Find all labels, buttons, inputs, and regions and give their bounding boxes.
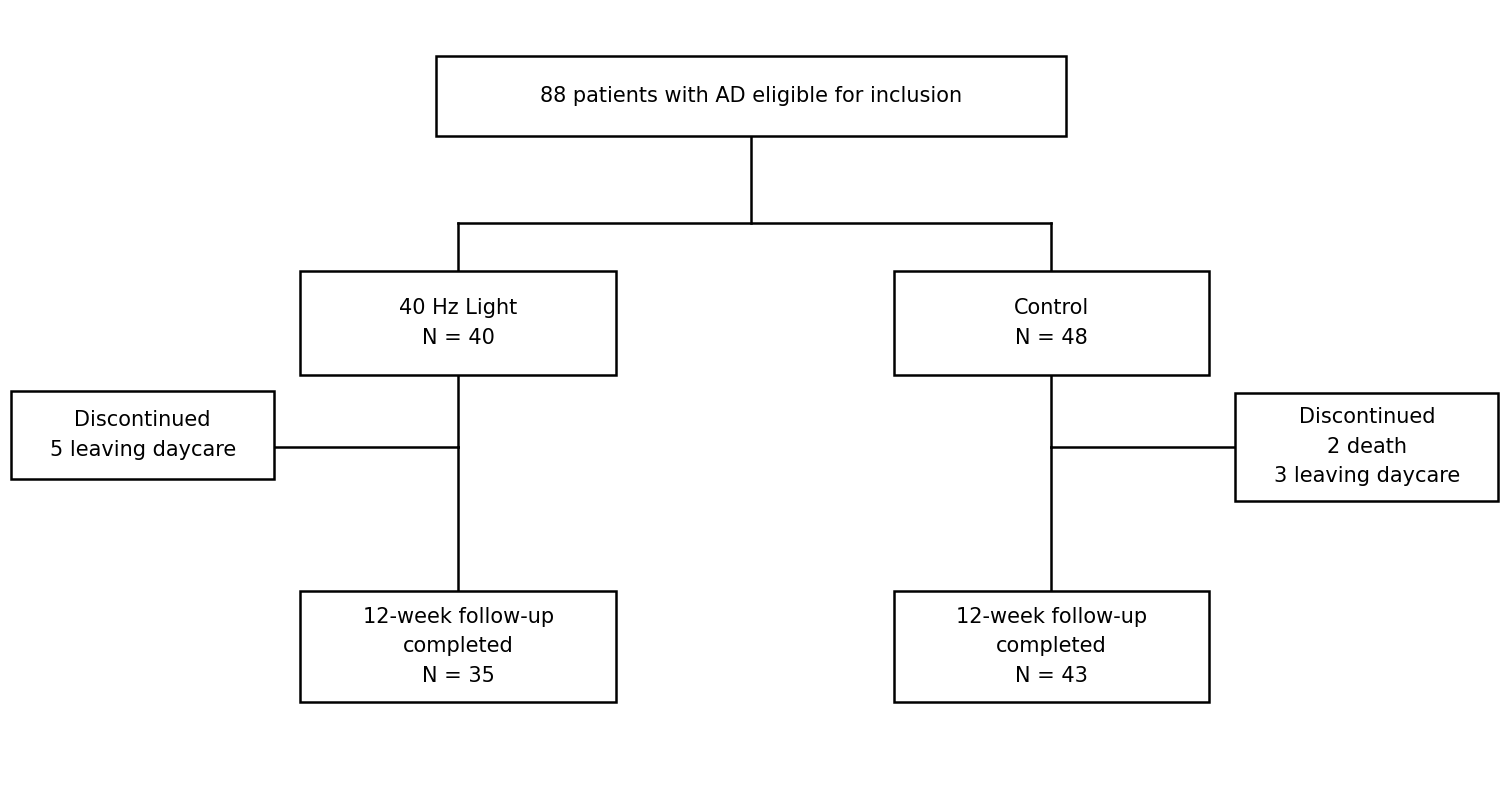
Text: 40 Hz Light
N = 40: 40 Hz Light N = 40 <box>400 298 517 348</box>
FancyBboxPatch shape <box>894 271 1209 375</box>
Text: Discontinued
5 leaving daycare: Discontinued 5 leaving daycare <box>50 410 236 460</box>
Text: 88 patients with AD eligible for inclusion: 88 patients with AD eligible for inclusi… <box>539 85 963 106</box>
FancyBboxPatch shape <box>300 271 616 375</box>
Text: 12-week follow-up
completed
N = 43: 12-week follow-up completed N = 43 <box>955 606 1148 686</box>
FancyBboxPatch shape <box>1235 393 1499 501</box>
FancyBboxPatch shape <box>12 391 275 479</box>
FancyBboxPatch shape <box>894 591 1209 702</box>
FancyBboxPatch shape <box>300 591 616 702</box>
Text: Control
N = 48: Control N = 48 <box>1014 298 1089 348</box>
Text: 12-week follow-up
completed
N = 35: 12-week follow-up completed N = 35 <box>362 606 554 686</box>
Text: Discontinued
2 death
3 leaving daycare: Discontinued 2 death 3 leaving daycare <box>1274 407 1460 487</box>
FancyBboxPatch shape <box>436 56 1066 136</box>
